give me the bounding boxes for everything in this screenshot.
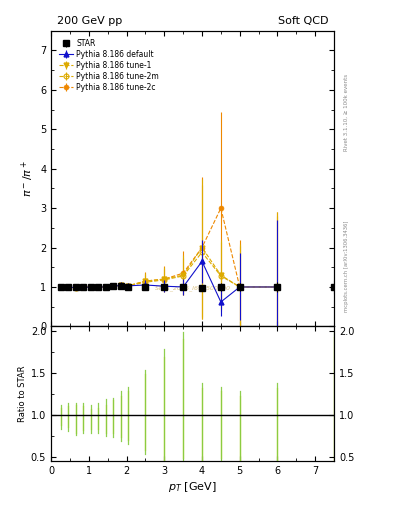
X-axis label: $p_T$ [GeV]: $p_T$ [GeV] <box>168 480 217 494</box>
Text: Rivet 3.1.10, ≥ 100k events: Rivet 3.1.10, ≥ 100k events <box>344 74 349 151</box>
Text: 200 GeV pp: 200 GeV pp <box>57 16 122 26</box>
Y-axis label: Ratio to STAR: Ratio to STAR <box>18 366 27 422</box>
Text: mcplots.cern.ch [arXiv:1306.3436]: mcplots.cern.ch [arXiv:1306.3436] <box>344 221 349 312</box>
Text: STAR_2006_I693500200: STAR_2006_I693500200 <box>154 285 231 291</box>
Legend: STAR, Pythia 8.186 default, Pythia 8.186 tune-1, Pythia 8.186 tune-2m, Pythia 8.: STAR, Pythia 8.186 default, Pythia 8.186… <box>58 37 160 93</box>
Y-axis label: $\pi^- / \pi^+$: $\pi^- / \pi^+$ <box>20 160 36 197</box>
Text: Soft QCD: Soft QCD <box>278 16 329 26</box>
